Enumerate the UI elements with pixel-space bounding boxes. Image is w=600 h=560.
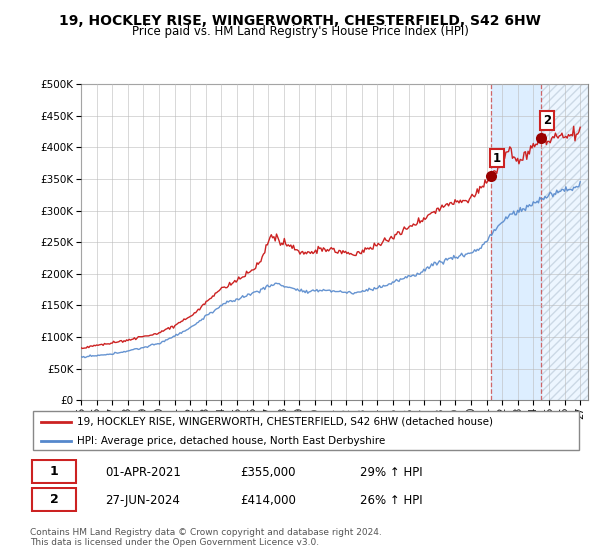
- FancyBboxPatch shape: [32, 460, 76, 483]
- Text: 1: 1: [50, 465, 58, 478]
- Text: £355,000: £355,000: [240, 465, 296, 479]
- Bar: [491, 84, 541, 400]
- Text: 2: 2: [50, 493, 58, 506]
- Text: 26% ↑ HPI: 26% ↑ HPI: [360, 493, 422, 507]
- Bar: [541, 84, 588, 400]
- Text: Contains HM Land Registry data © Crown copyright and database right 2024.
This d: Contains HM Land Registry data © Crown c…: [30, 528, 382, 547]
- Text: £414,000: £414,000: [240, 493, 296, 507]
- Text: 01-APR-2021: 01-APR-2021: [105, 465, 181, 479]
- Text: 29% ↑ HPI: 29% ↑ HPI: [360, 465, 422, 479]
- Text: Price paid vs. HM Land Registry's House Price Index (HPI): Price paid vs. HM Land Registry's House …: [131, 25, 469, 38]
- Text: 19, HOCKLEY RISE, WINGERWORTH, CHESTERFIELD, S42 6HW (detached house): 19, HOCKLEY RISE, WINGERWORTH, CHESTERFI…: [77, 417, 493, 427]
- Text: 27-JUN-2024: 27-JUN-2024: [105, 493, 180, 507]
- Bar: [541, 84, 588, 400]
- Text: HPI: Average price, detached house, North East Derbyshire: HPI: Average price, detached house, Nort…: [77, 436, 385, 446]
- FancyBboxPatch shape: [33, 411, 579, 450]
- FancyBboxPatch shape: [32, 488, 76, 511]
- Text: 2: 2: [544, 114, 551, 127]
- Text: 1: 1: [493, 152, 501, 165]
- Text: 19, HOCKLEY RISE, WINGERWORTH, CHESTERFIELD, S42 6HW: 19, HOCKLEY RISE, WINGERWORTH, CHESTERFI…: [59, 14, 541, 28]
